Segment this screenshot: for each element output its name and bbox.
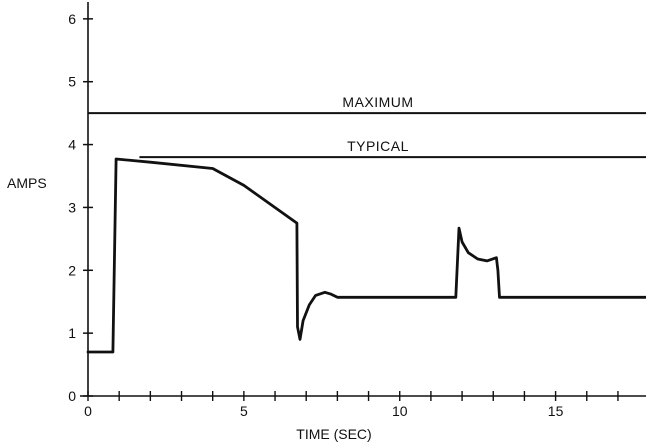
x-axis-label: TIME (SEC) (296, 426, 371, 442)
typical-label: TYPICAL (347, 138, 409, 154)
x-tick-label: 0 (84, 403, 92, 419)
y-tick-label: 6 (68, 11, 76, 27)
x-tick-label: 10 (392, 403, 408, 419)
y-tick-label: 2 (68, 262, 76, 278)
reference-lines: MAXIMUM TYPICAL (88, 94, 646, 159)
series (86, 157, 646, 354)
x-tick-label: 5 (240, 403, 248, 419)
axes: 0 1 2 3 4 5 6 0 5 10 15 (68, 2, 646, 419)
y-tick-label: 5 (68, 74, 76, 90)
y-tick-label: 1 (68, 325, 76, 341)
y-tick-label: 0 (68, 388, 76, 404)
x-tick-label: 15 (548, 403, 564, 419)
y-axis-label: AMPS (7, 175, 47, 191)
current-series-line (86, 157, 646, 354)
maximum-label: MAXIMUM (342, 94, 413, 110)
y-tick-label: 3 (68, 199, 76, 215)
y-tick-label: 4 (68, 137, 76, 153)
